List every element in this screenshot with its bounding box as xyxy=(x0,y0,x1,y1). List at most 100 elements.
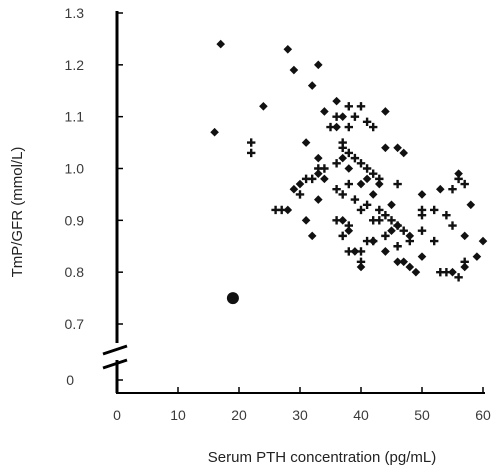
data-point-cross xyxy=(344,221,353,230)
data-point-cross xyxy=(362,117,372,127)
data-point-cross xyxy=(362,164,372,173)
data-point-diamond xyxy=(356,179,366,189)
data-point-diamond xyxy=(320,174,329,184)
data-point-cross xyxy=(247,148,256,158)
y-axis-title: TmP/GFR (mmol/L) xyxy=(9,147,26,278)
x-axis: 0 10 20 30 40 50 60 xyxy=(113,387,491,423)
data-point-diamond xyxy=(338,216,347,225)
data-point-diamond xyxy=(393,143,402,153)
data-point-cross xyxy=(338,143,347,152)
data-point-diamond xyxy=(301,216,311,225)
data-point-cross xyxy=(356,205,366,215)
data-point-cross xyxy=(356,247,366,256)
data-point-diamond xyxy=(295,179,305,189)
data-point-cross xyxy=(332,159,341,168)
data-point-cross xyxy=(344,247,353,256)
data-point-cross xyxy=(295,190,305,199)
x-tick-label: 40 xyxy=(353,407,369,423)
data-point-cross xyxy=(332,112,341,121)
data-point-cross xyxy=(442,267,451,277)
data-point-diamond xyxy=(381,247,390,256)
data-point-cross xyxy=(454,174,463,184)
x-tick-label: 0 xyxy=(113,407,121,423)
data-point-diamond xyxy=(344,164,354,173)
data-point-cross xyxy=(344,148,353,158)
data-point-diamond xyxy=(216,39,225,49)
data-point-cross xyxy=(362,200,372,209)
data-point-diamond xyxy=(387,200,396,210)
data-point-diamond xyxy=(283,44,293,54)
data-point-cross xyxy=(387,216,396,225)
data-point-cross xyxy=(356,102,366,111)
data-point-cross xyxy=(277,205,286,215)
axis-break-mark xyxy=(102,344,128,356)
x-tick-label: 60 xyxy=(475,407,491,423)
data-points xyxy=(210,39,488,305)
data-point-cross xyxy=(338,190,347,199)
data-point-cross xyxy=(375,216,384,225)
data-point-diamond xyxy=(436,184,445,194)
data-point-diamond xyxy=(466,200,476,210)
data-point-cross xyxy=(460,179,469,189)
data-point-diamond xyxy=(301,138,311,147)
y-tick-label: 0.9 xyxy=(65,212,85,228)
data-point-diamond xyxy=(381,107,390,116)
y-axis: 1.3 1.2 1.1 1.0 0.9 0.8 0.7 0 xyxy=(65,5,128,393)
data-point-diamond xyxy=(399,257,408,267)
data-point-diamond xyxy=(289,184,299,194)
data-point-cross xyxy=(417,210,427,220)
data-point-diamond xyxy=(338,153,347,163)
data-point-diamond xyxy=(289,65,299,75)
data-point-cross xyxy=(417,226,427,235)
data-point-cross xyxy=(369,169,378,178)
data-point-diamond xyxy=(283,205,293,215)
x-tick-label: 20 xyxy=(231,407,247,423)
data-point-diamond xyxy=(314,153,323,163)
data-point-diamond xyxy=(417,190,427,199)
data-point-diamond xyxy=(393,257,402,267)
x-tick-label: 50 xyxy=(414,407,430,423)
data-point-diamond xyxy=(411,267,421,277)
data-point-diamond xyxy=(460,262,469,272)
data-point-diamond xyxy=(448,267,457,277)
data-point-diamond xyxy=(332,96,341,106)
data-point-diamond xyxy=(338,112,347,121)
y-tick-label: 0.7 xyxy=(65,316,85,332)
data-point-cross xyxy=(308,174,317,184)
y-tick-label-zero: 0 xyxy=(66,372,74,388)
data-point-cross xyxy=(454,273,463,282)
data-point-cross xyxy=(332,185,341,194)
data-point-cross xyxy=(381,210,390,220)
data-point-diamond xyxy=(320,107,329,116)
data-point-cross xyxy=(356,159,366,168)
x-axis-title: Serum PTH concentration (pg/mL) xyxy=(208,449,436,466)
data-point-cross xyxy=(381,231,390,241)
data-point-diamond xyxy=(387,226,396,235)
data-point-cross xyxy=(430,205,439,215)
data-point-diamond xyxy=(399,148,408,158)
data-point-diamond xyxy=(405,262,415,272)
data-point-diamond xyxy=(350,247,360,256)
data-point-diamond xyxy=(454,169,463,178)
data-point-cross xyxy=(460,257,469,266)
data-point-cross xyxy=(405,236,414,246)
data-point-cross xyxy=(350,195,360,204)
data-point-cross xyxy=(375,174,384,184)
data-point-diamond xyxy=(375,179,384,189)
data-point-diamond xyxy=(362,174,372,184)
data-point-diamond xyxy=(332,122,341,132)
data-point-cross xyxy=(247,138,256,147)
data-point-cross xyxy=(332,216,341,225)
data-point-diamond xyxy=(405,231,415,241)
data-point-cross xyxy=(326,122,335,132)
data-point-cross xyxy=(344,179,353,189)
data-point-diamond xyxy=(307,81,317,90)
y-tick-label: 1.3 xyxy=(65,5,85,21)
y-tick-label: 0.8 xyxy=(65,264,85,280)
data-point-diamond xyxy=(210,127,219,137)
y-tick-label: 1.2 xyxy=(65,57,85,73)
data-point-cross xyxy=(442,210,451,220)
y-tick-label: 1.1 xyxy=(65,109,85,125)
x-tick-label: 10 xyxy=(170,407,186,423)
x-tick-label: 30 xyxy=(292,407,308,423)
